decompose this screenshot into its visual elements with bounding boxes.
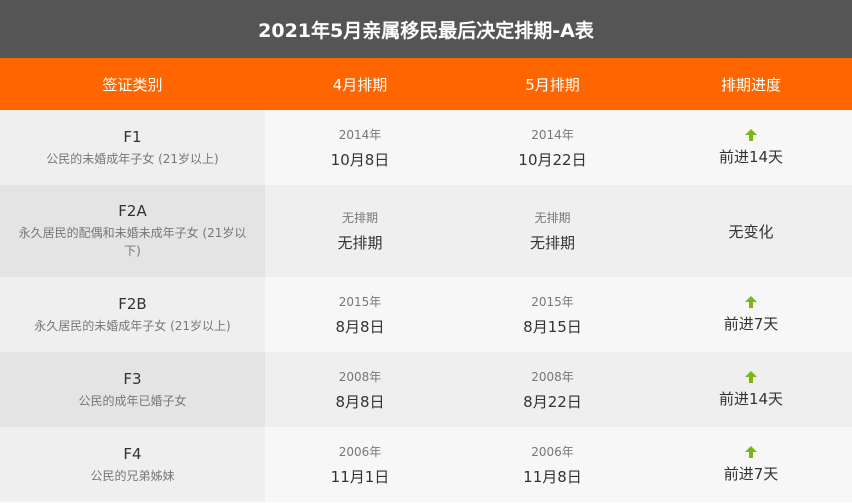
visa-code: F2A: [118, 202, 147, 220]
april-year: 2006年: [338, 444, 382, 459]
may-year: 2015年: [531, 294, 574, 309]
may-cell: 2008年 8月22日: [455, 352, 650, 427]
may-date: 10月22日: [518, 150, 587, 169]
progress-cell: 前进14天: [650, 110, 852, 185]
arrow-up-icon: [745, 296, 757, 308]
arrow-up-icon: [745, 129, 757, 141]
april-cell: 2014年 10月8日: [265, 110, 455, 185]
category-cell: F2B 永久居民的未婚成年子女 (21岁以上): [0, 277, 265, 352]
progress-text: 前进14天: [718, 390, 784, 408]
may-year: 2014年: [531, 127, 574, 142]
arrow-up-icon: [745, 446, 757, 458]
header-may: 5月排期: [525, 75, 580, 94]
april-year: 无排期: [341, 211, 378, 225]
visa-description: 永久居民的配偶和未婚未成年子女 (21岁以下): [18, 226, 247, 258]
april-date: 10月8日: [330, 150, 390, 169]
april-date: 8月8日: [335, 392, 385, 411]
may-year: 2006年: [531, 444, 574, 459]
may-date: 8月22日: [523, 392, 582, 411]
april-cell: 2008年 8月8日: [265, 352, 455, 427]
progress-cell: 前进7天: [650, 427, 852, 502]
april-date: 无排期: [337, 234, 383, 252]
category-cell: F2A 永久居民的配偶和未婚未成年子女 (21岁以下): [0, 185, 265, 277]
visa-description: 公民的未婚成年子女 (21岁以上): [46, 151, 219, 166]
arrow-up-icon: [745, 371, 757, 383]
progress-cell: 无变化: [650, 185, 852, 277]
header-progress: 排期进度: [720, 75, 781, 94]
visa-code: F3: [123, 369, 142, 388]
header-april: 4月排期: [332, 75, 388, 94]
visa-code: F2B: [118, 294, 147, 313]
visa-description: 公民的成年已婚子女: [78, 393, 187, 408]
category-cell: F4 公民的兄弟姊妹: [0, 427, 265, 502]
april-year: 2015年: [338, 294, 382, 309]
table-body: F1 公民的未婚成年子女 (21岁以上) 2014年 10月8日 2014年 10月2…: [0, 110, 852, 502]
progress-text: 前进7天: [723, 465, 779, 483]
header-category: 签证类别: [102, 75, 163, 94]
progress-cell: 前进7天: [650, 277, 852, 352]
april-date: 8月8日: [335, 317, 385, 336]
may-cell: 2015年 8月15日: [455, 277, 650, 352]
table-row: F4 公民的兄弟姊妹 2006年 11月1日 2006年 11月8日 前进7天: [0, 427, 852, 502]
may-cell: 2006年 11月8日: [455, 427, 650, 502]
category-cell: F3 公民的成年已婚子女: [0, 352, 265, 427]
table-header: 签证类别 4月排期 5月排期 排期进度: [0, 58, 852, 110]
progress-text: 前进14天: [718, 148, 784, 166]
may-date: 11月8日: [523, 467, 582, 486]
may-cell: 无排期 无排期: [455, 185, 650, 277]
table-title: 2021年5月亲属移民最后决定排期-A表: [0, 0, 852, 58]
progress-cell: 前进14天: [650, 352, 852, 427]
may-date: 无排期: [529, 234, 575, 252]
visa-code: F4: [123, 444, 142, 463]
category-cell: F1 公民的未婚成年子女 (21岁以上): [0, 110, 265, 185]
may-year: 无排期: [534, 211, 571, 225]
april-year: 2014年: [338, 127, 382, 142]
table-row: F1 公民的未婚成年子女 (21岁以上) 2014年 10月8日 2014年 10月2…: [0, 110, 852, 185]
may-date: 8月15日: [523, 317, 582, 336]
may-cell: 2014年 10月22日: [455, 110, 650, 185]
table-row: F2B 永久居民的未婚成年子女 (21岁以上) 2015年 8月8日 2015年 8月…: [0, 277, 852, 352]
table-row: F2A 永久居民的配偶和未婚未成年子女 (21岁以下) 无排期 无排期 无排期 无排期…: [0, 185, 852, 277]
may-year: 2008年: [531, 369, 574, 384]
progress-text: 前进7天: [723, 315, 779, 333]
april-cell: 无排期 无排期: [265, 185, 455, 277]
visa-description: 永久居民的未婚成年子女 (21岁以上): [34, 318, 231, 333]
table-row: F3 公民的成年已婚子女 2008年 8月8日 2008年 8月22日 前进14天: [0, 352, 852, 427]
visa-description: 公民的兄弟姊妹: [90, 468, 175, 483]
april-cell: 2006年 11月1日: [265, 427, 455, 502]
april-year: 2008年: [338, 369, 382, 384]
progress-text: 无变化: [728, 222, 774, 241]
april-cell: 2015年 8月8日: [265, 277, 455, 352]
visa-code: F1: [123, 127, 142, 146]
april-date: 11月1日: [330, 467, 390, 486]
